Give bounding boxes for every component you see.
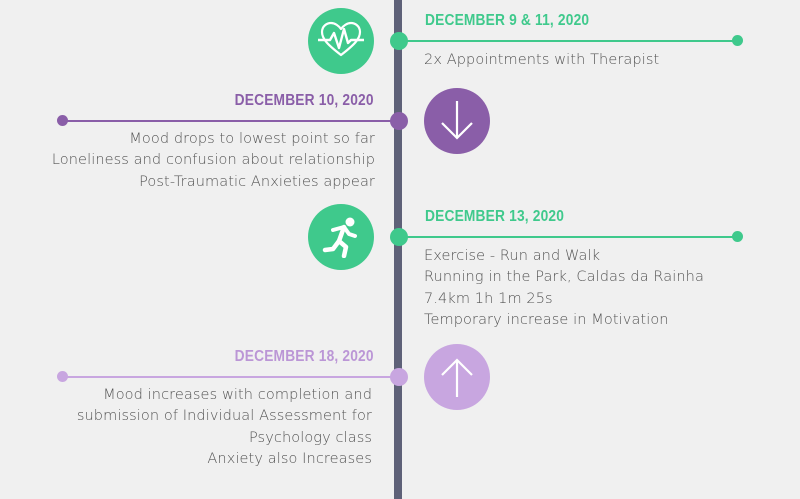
description-line: Loneliness and confusion about relations… <box>51 152 375 169</box>
runner-icon <box>322 217 357 258</box>
timeline-spine <box>394 0 402 499</box>
event-description: Mood drops to lowest point so far Loneli… <box>52 129 375 193</box>
event-date: DECEMBER 18, 2020 <box>234 348 374 365</box>
description-line: Temporary increase in Motivation <box>424 311 669 328</box>
event-date: DECEMBER 9 & 11, 2020 <box>425 12 590 29</box>
event-description: Mood increases with completion and submi… <box>77 385 372 470</box>
end-dot <box>732 231 743 242</box>
node-dot <box>390 112 408 130</box>
description-line: 2x Appointments with Therapist <box>424 52 660 68</box>
end-dot <box>732 35 743 46</box>
end-dot <box>57 115 68 126</box>
event-description: 2x Appointments with Therapist <box>424 50 659 71</box>
connector-line <box>398 40 738 42</box>
event-icon-circle <box>308 204 374 270</box>
node-dot <box>390 368 408 386</box>
node-dot <box>390 32 408 50</box>
connector-line <box>398 236 738 238</box>
arrow-down-icon <box>441 101 473 140</box>
end-dot <box>57 371 68 382</box>
node-dot <box>390 228 408 246</box>
description-line: 7.4km 1h 1m 25s <box>424 290 553 307</box>
description-line: Mood drops to lowest point so far <box>129 131 375 147</box>
description-line: Running in the Park, Caldas da Rainha <box>424 269 704 286</box>
description-line: Mood increases with completion and <box>103 387 372 403</box>
event-icon-circle <box>424 344 490 410</box>
description-line: submission of Individual Assessment for <box>76 408 372 425</box>
event-icon-circle <box>308 8 374 74</box>
description-line: Anxiety also Increases <box>207 450 372 467</box>
event-date: DECEMBER 13, 2020 <box>425 208 565 225</box>
heartbeat-icon <box>318 21 364 57</box>
event-description: Exercise - Run and Walk Running in the P… <box>424 246 704 331</box>
event-icon-circle <box>424 88 490 154</box>
description-line: Exercise - Run and Walk <box>424 248 601 264</box>
arrow-up-icon <box>441 358 473 397</box>
event-date: DECEMBER 10, 2020 <box>234 92 374 109</box>
description-line: Psychology class <box>248 429 372 446</box>
connector-line <box>62 120 400 122</box>
connector-line <box>62 376 400 378</box>
description-line: Post-Traumatic Anxieties appear <box>139 173 375 190</box>
